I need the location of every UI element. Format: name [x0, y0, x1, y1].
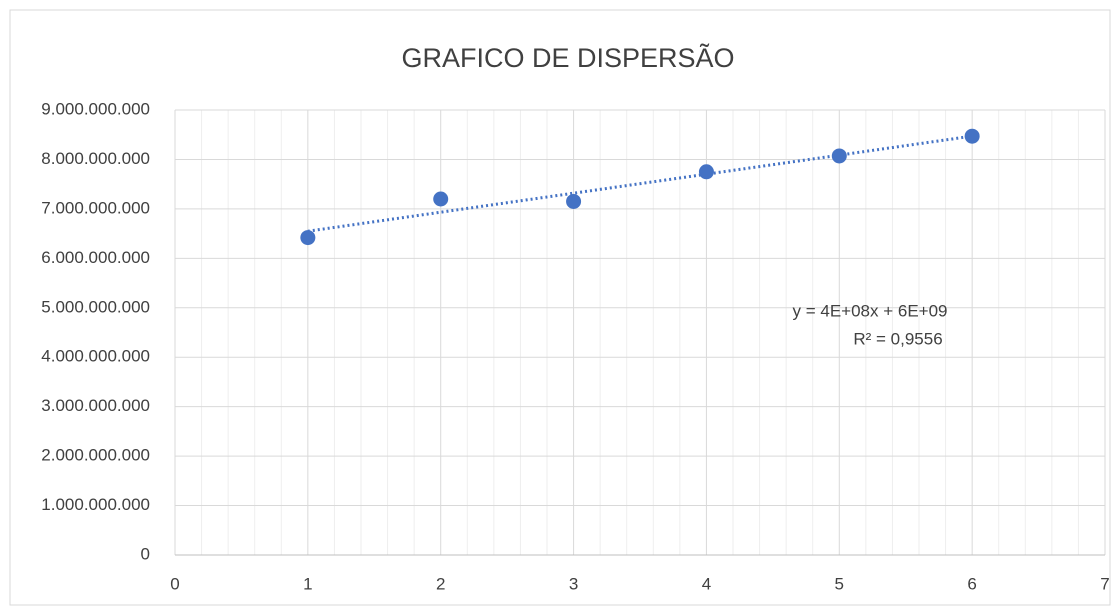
y-tick-label: 2.000.000.000: [41, 446, 150, 465]
y-tick-label: 3.000.000.000: [41, 396, 150, 415]
trendline: [307, 134, 973, 233]
point: [698, 164, 714, 180]
y-tick-label: 6.000.000.000: [41, 248, 150, 267]
annotation: y = 4E+08x + 6E+09: [792, 301, 947, 320]
x-tick-label: 5: [835, 574, 844, 593]
point: [433, 191, 449, 207]
point: [300, 230, 316, 246]
chart-title: GRAFICO DE DISPERSÃO: [401, 42, 734, 73]
point: [964, 128, 980, 144]
x-tick-label: 2: [436, 574, 445, 593]
point: [566, 193, 582, 209]
point: [831, 148, 847, 164]
annotation: R² = 0,9556: [853, 329, 942, 348]
x-tick-label: 4: [702, 574, 711, 593]
y-tick-label: 1.000.000.000: [41, 495, 150, 514]
y-tick-label: 8.000.000.000: [41, 149, 150, 168]
y-tick-label: 7.000.000.000: [41, 198, 150, 217]
y-tick-label: 4.000.000.000: [41, 347, 150, 366]
x-tick-label: 1: [303, 574, 312, 593]
x-tick-label: 6: [967, 574, 976, 593]
y-tick-label: 9.000.000.000: [41, 99, 150, 118]
y-tick-label: 0: [141, 544, 150, 563]
x-tick-label: 0: [170, 574, 179, 593]
x-tick-label: 7: [1100, 574, 1109, 593]
x-tick-label: 3: [569, 574, 578, 593]
y-tick-label: 5.000.000.000: [41, 297, 150, 316]
